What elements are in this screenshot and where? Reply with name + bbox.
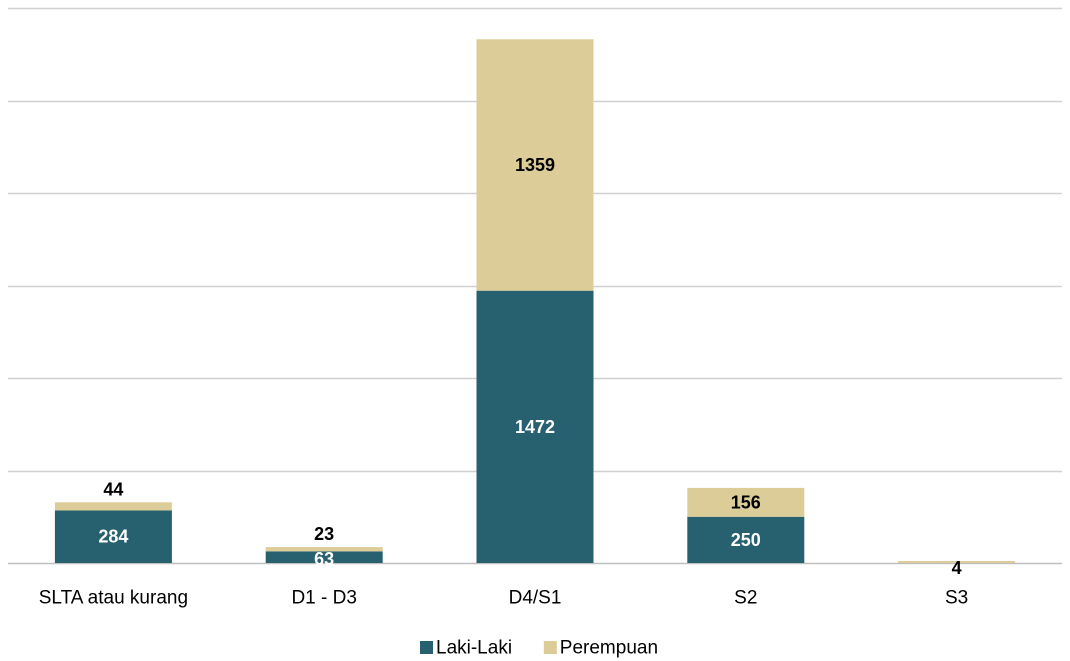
bar-perempuan-1 xyxy=(265,547,383,552)
x-tick-label: S3 xyxy=(945,588,968,609)
x-tick-label: S2 xyxy=(734,588,757,609)
bar-perempuan-0 xyxy=(54,502,172,511)
x-tick-label: SLTA atau kurang xyxy=(39,588,188,609)
data-label-perempuan: 1359 xyxy=(515,155,555,175)
data-label-perempuan: 23 xyxy=(314,524,334,544)
legend: Laki-Laki Perempuan xyxy=(420,638,658,659)
legend-label: Perempuan xyxy=(560,638,658,659)
data-label-laki-laki: 250 xyxy=(731,530,761,550)
data-labels: 284 44 63 23 1472 1359 250 156 4 xyxy=(98,155,961,578)
bar-laki-laki-1 xyxy=(265,551,383,563)
data-label-laki-laki: 284 xyxy=(98,527,128,547)
data-label-laki-laki: 63 xyxy=(314,549,334,569)
x-axis: SLTA atau kurang D1 - D3 D4/S1 S2 S3 xyxy=(39,588,968,609)
legend-item-perempuan: Perempuan xyxy=(543,638,658,659)
data-label-laki-laki: 1472 xyxy=(515,417,555,437)
bar-perempuan-3 xyxy=(687,487,805,517)
x-tick-label: D1 - D3 xyxy=(291,588,356,609)
data-label-perempuan: 4 xyxy=(952,558,962,578)
legend-swatch xyxy=(420,641,433,654)
bar-perempuan-4 xyxy=(898,561,1016,563)
bars xyxy=(54,39,1016,563)
bar-laki-laki-0 xyxy=(54,510,172,563)
data-label-perempuan: 44 xyxy=(103,479,123,499)
legend-item-laki-laki: Laki-Laki xyxy=(420,638,512,659)
bar-laki-laki-3 xyxy=(687,516,805,563)
bar-laki-laki-2 xyxy=(476,290,594,563)
data-label-perempuan: 156 xyxy=(731,492,761,512)
x-tick-label: D4/S1 xyxy=(509,588,562,609)
legend-label: Laki-Laki xyxy=(436,638,512,659)
bar-perempuan-2 xyxy=(476,39,594,291)
legend-swatch xyxy=(543,641,557,654)
